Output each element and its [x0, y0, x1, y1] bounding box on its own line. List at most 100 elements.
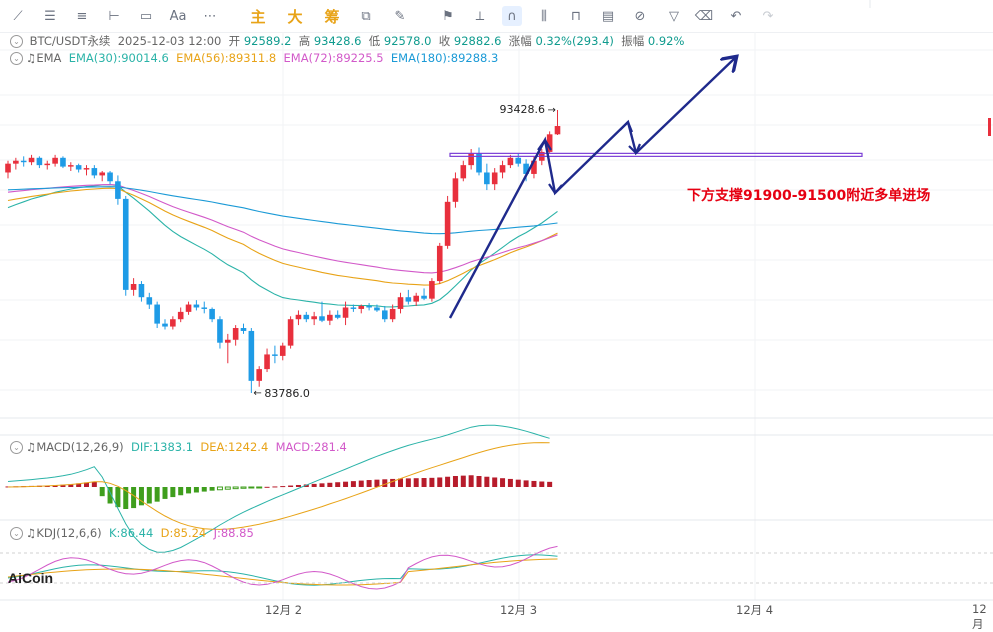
candle-body	[91, 168, 98, 176]
candle	[99, 171, 105, 182]
candle	[436, 242, 443, 284]
candle	[413, 292, 419, 307]
candle-body	[499, 165, 506, 173]
macd-bar	[193, 487, 199, 493]
open-value: 92589.2	[243, 34, 292, 48]
rect-icon[interactable]: ▭	[139, 8, 153, 24]
x-tick-label: 12月	[972, 602, 987, 631]
ema72-line	[7, 184, 558, 274]
flag-icon[interactable]: ⚑	[442, 8, 454, 24]
collapse-icon[interactable]: ⌄	[10, 527, 23, 540]
macd-bar	[476, 476, 482, 487]
candle-body	[287, 319, 294, 346]
zhu-button[interactable]: 主	[250, 7, 266, 26]
macd-bar	[358, 480, 364, 487]
candle	[444, 195, 451, 249]
candle	[397, 292, 404, 314]
macd-bar	[280, 486, 286, 488]
candle	[264, 348, 270, 373]
indicator-icon[interactable]: ⫼	[541, 8, 547, 24]
collapse-icon[interactable]: ⌄	[10, 52, 23, 65]
candle-body	[342, 307, 349, 318]
collapse-icon[interactable]: ⌄	[10, 35, 23, 48]
eraser-link-icon[interactable]: ⊘	[634, 8, 646, 24]
da-button[interactable]: 大	[287, 7, 303, 26]
low-label: 83786.0	[264, 387, 310, 400]
lock-icon[interactable]: ⊓	[570, 8, 582, 24]
macd-bar	[484, 476, 490, 487]
channel-icon[interactable]: ≡	[76, 8, 88, 24]
hline-icon[interactable]: ☰	[44, 8, 56, 24]
macd-bar	[209, 487, 215, 491]
candle	[232, 325, 239, 346]
macd-bar	[272, 486, 278, 488]
d-line	[7, 558, 558, 586]
candle	[115, 175, 121, 205]
candle-body	[413, 295, 419, 302]
candle	[515, 153, 522, 167]
dea-line	[7, 442, 550, 530]
macd-bar	[468, 475, 474, 487]
aicoin-logo: AiCoin	[8, 570, 54, 586]
candle-body	[334, 314, 341, 318]
pattern-icon[interactable]: ⋯	[203, 8, 217, 24]
macd-bar	[68, 484, 74, 487]
text-icon[interactable]: Aa	[169, 8, 187, 24]
close-value: 92882.6	[453, 34, 502, 48]
candle	[75, 163, 82, 173]
candle	[20, 156, 27, 167]
bell-icon[interactable]: ♫	[26, 51, 37, 65]
fib-icon[interactable]: ⧉	[361, 8, 371, 24]
macd-bar	[327, 482, 333, 487]
collapse-icon[interactable]: ⌄	[10, 441, 23, 454]
candle-body	[209, 308, 215, 320]
macd-bar	[421, 478, 427, 487]
candle	[83, 165, 90, 176]
bell-icon[interactable]: ♫	[26, 526, 37, 540]
undo-icon[interactable]: ↶	[730, 8, 742, 24]
candle-body	[75, 165, 82, 170]
redo-icon[interactable]: ↷	[762, 8, 774, 24]
candle	[193, 300, 200, 311]
candle	[177, 307, 184, 323]
ray-icon[interactable]: ⊢	[108, 8, 120, 24]
macd-bar	[539, 481, 545, 487]
note-icon[interactable]: ▤	[601, 8, 615, 24]
candle-body	[138, 283, 145, 298]
k-value: K:86.44	[108, 526, 154, 540]
trash-icon[interactable]: ⌫	[694, 8, 714, 24]
candle-body	[68, 165, 74, 167]
open-label: 开	[228, 34, 241, 48]
candle-body	[44, 163, 51, 166]
candle	[146, 292, 153, 309]
chou-button[interactable]: 筹	[324, 7, 340, 26]
candle	[491, 168, 498, 191]
arrow-tip	[619, 121, 634, 133]
drawing-toolbar: ⟋ ☰ ≡ ⊢ ▭ Aa ⋯ 主 大 筹 ⧉ ✎ ⚑ ⟂ ∩ ⫼ ⊓ ▤ ⊘ ▽…	[0, 0, 993, 33]
line-icon[interactable]: ⟋	[13, 8, 23, 24]
symbol: BTC/USDT永续	[29, 34, 111, 48]
candle-body	[476, 153, 482, 173]
candle	[60, 156, 66, 169]
candle-body	[99, 172, 105, 176]
candle	[130, 278, 137, 296]
magnet-icon[interactable]: ∩	[502, 6, 522, 26]
candle-body	[185, 304, 192, 312]
candle-body	[107, 172, 113, 182]
bell-icon[interactable]: ♫	[26, 440, 37, 454]
macd-bar	[170, 487, 176, 498]
macd-bar	[311, 483, 317, 487]
macd-bar	[60, 484, 66, 487]
candle-body	[554, 126, 561, 135]
brush-icon[interactable]: ✎	[394, 8, 406, 24]
trend-arrow	[448, 58, 735, 319]
ruler-icon[interactable]: ⟂	[475, 8, 485, 24]
candle-body	[397, 297, 404, 309]
candle-body	[256, 369, 262, 381]
candle-body	[507, 157, 514, 166]
kdj-label: KDJ(12,6,6)	[36, 526, 102, 540]
candle	[36, 156, 43, 169]
filter-icon[interactable]: ▽	[669, 8, 679, 24]
macd-bar	[492, 477, 498, 487]
